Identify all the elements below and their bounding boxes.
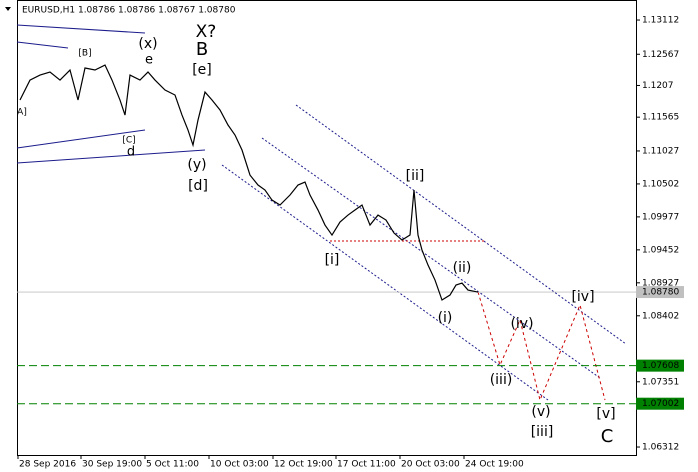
y-tick-label: 1.09977 [642,212,679,222]
price-level-label: 1.07608 [642,361,679,371]
y-tick-label: 1.11027 [642,146,679,156]
trend-lines [16,24,627,402]
price-level-box [636,359,684,372]
price-line [19,64,479,301]
y-tick-label: 1.13112 [642,16,679,26]
y-tick-label: 1.06312 [642,443,679,453]
price-level-label: 1.08780 [642,288,679,298]
y-tick-label: 1.12567 [642,50,679,60]
wave-label: [d] [188,178,208,194]
y-tick-label: 1.09452 [642,245,679,255]
menu-arrow [5,7,11,11]
x-tick-label: 12 Oct 19:00 [274,460,333,470]
x-tick-label: 24 Oct 19:00 [465,460,524,470]
wave-label: e [145,53,153,68]
wave-label: [ii] [406,168,425,184]
x-tick-label: 10 Oct 03:00 [210,460,269,470]
chart-title: EURUSD,H1 1.08786 1.08786 1.08767 1.0878… [22,6,236,16]
y-tick-label: 1.08402 [642,311,679,321]
price-level-box [636,397,684,410]
wave-label: C [601,426,614,447]
wave-label: [iii] [531,424,554,440]
y-tick-label: 1.1207 [642,81,674,91]
y-tick-label: 1.08927 [642,278,679,288]
wave-label: (ii) [453,260,472,276]
wave-label: (y) [187,157,206,173]
price-level-label: 1.07002 [642,399,679,409]
price-level-box [636,286,684,299]
wave-label: (iv) [510,316,533,332]
wave-label: (v) [531,404,550,420]
wave-label: (x) [138,36,157,52]
wave-label: d [127,145,135,160]
wave-label: [i] [325,252,340,268]
wave-label: X? [196,22,217,42]
wave-label: [C] [122,136,135,146]
wave-label: [e] [192,62,212,78]
wave-label: (iii) [490,372,513,388]
plot-frame [17,0,637,456]
wave-label: [B] [78,49,91,59]
y-tick-label: 1.07351 [642,377,679,387]
wave-label: (i) [438,310,453,326]
x-tick-label: 28 Sep 2016 [19,460,76,470]
x-tick-label: 17 Oct 11:00 [337,460,396,470]
x-tick-label: 5 Oct 11:00 [146,460,199,470]
x-tick-label: 30 Sep 19:00 [82,460,142,470]
y-tick-label: 1.10502 [642,179,679,189]
wave-label: [v] [596,406,615,422]
wave-label: [iv] [571,289,594,305]
wave-label: A] [17,108,27,118]
wave-label: B [196,39,208,60]
x-tick-label: 20 Oct 03:00 [401,460,460,470]
y-tick-label: 1.11565 [642,113,679,123]
